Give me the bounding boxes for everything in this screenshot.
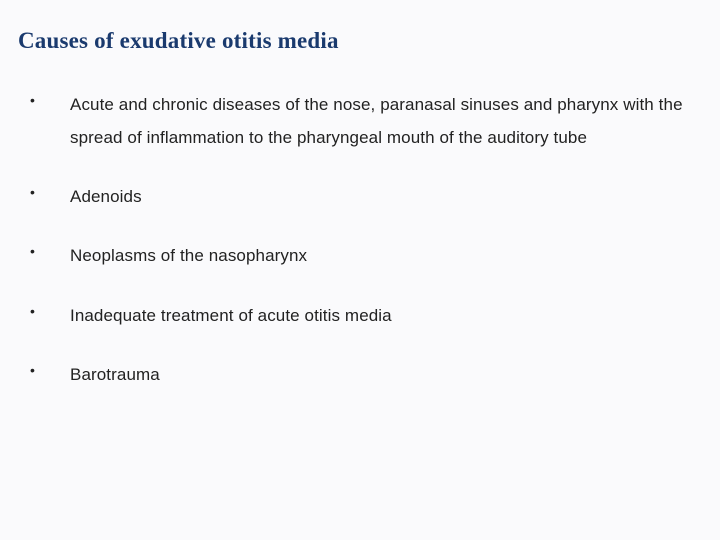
bullet-icon: • xyxy=(30,239,70,264)
list-item-text: Inadequate treatment of acute otitis med… xyxy=(70,299,392,332)
list-item-text: Neoplasms of the nasopharynx xyxy=(70,239,307,272)
slide-container: Causes of exudative otitis media • Acute… xyxy=(0,0,720,540)
list-item: • Adenoids xyxy=(30,180,702,213)
list-item: • Neoplasms of the nasopharynx xyxy=(30,239,702,272)
list-item: • Barotrauma xyxy=(30,358,702,391)
bullet-icon: • xyxy=(30,180,70,205)
list-item-text: Adenoids xyxy=(70,180,142,213)
list-item-text: Acute and chronic diseases of the nose, … xyxy=(70,88,702,154)
bullet-list: • Acute and chronic diseases of the nose… xyxy=(18,88,702,391)
slide-title: Causes of exudative otitis media xyxy=(18,28,702,54)
list-item-text: Barotrauma xyxy=(70,358,160,391)
bullet-icon: • xyxy=(30,299,70,324)
list-item: • Acute and chronic diseases of the nose… xyxy=(30,88,702,154)
bullet-icon: • xyxy=(30,88,70,113)
list-item: • Inadequate treatment of acute otitis m… xyxy=(30,299,702,332)
bullet-icon: • xyxy=(30,358,70,383)
